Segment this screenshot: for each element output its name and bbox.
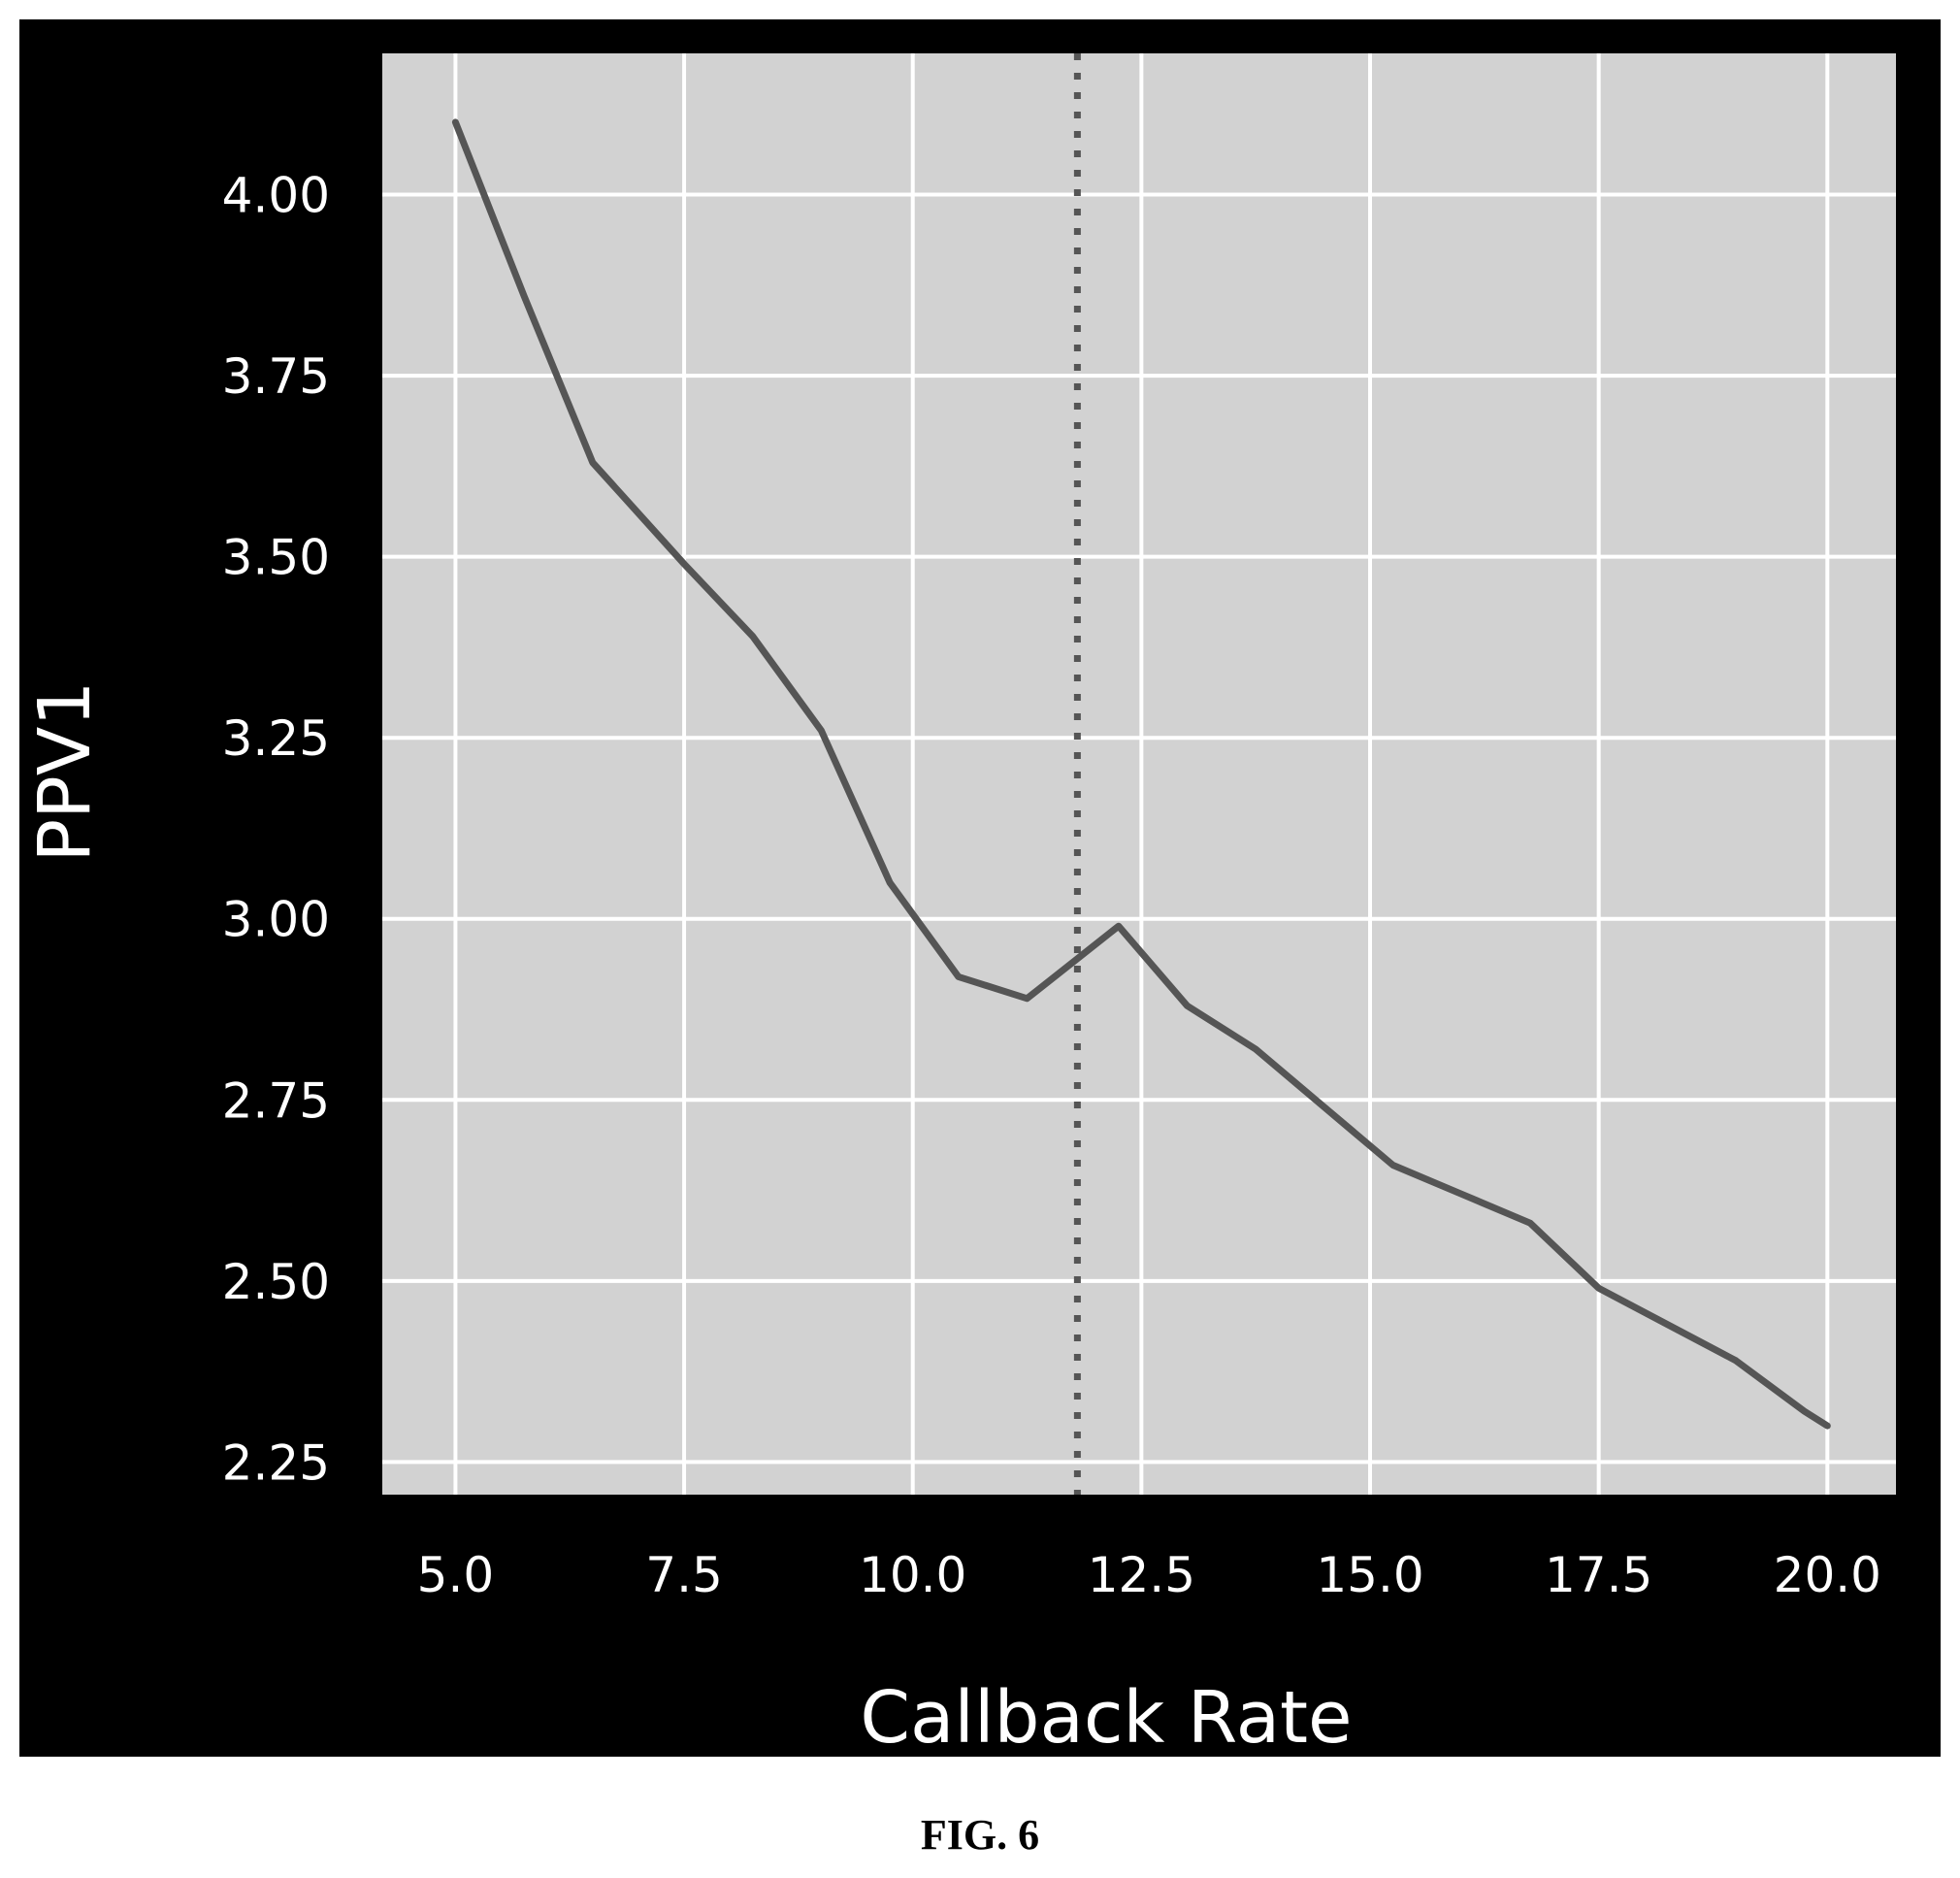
y-tick-label: 3.00 xyxy=(222,892,330,948)
x-tick-label: 12.5 xyxy=(1088,1547,1195,1603)
x-tick-label: 5.0 xyxy=(417,1547,495,1603)
series-line xyxy=(451,118,1831,1430)
y-axis-title: PPV1 xyxy=(23,681,107,863)
x-tick-label: 20.0 xyxy=(1774,1547,1881,1603)
y-tick-label: 3.25 xyxy=(222,710,330,767)
x-axis-title: Callback Rate xyxy=(860,1676,1352,1760)
y-tick-label: 4.00 xyxy=(222,168,330,224)
x-tick-label: 10.0 xyxy=(859,1547,966,1603)
y-tick-label: 2.50 xyxy=(222,1254,330,1310)
x-tick-label: 15.0 xyxy=(1316,1547,1423,1603)
figure-caption: FIG. 6 xyxy=(920,1811,1040,1859)
y-tick-label: 2.75 xyxy=(222,1072,330,1129)
y-tick-label: 3.50 xyxy=(222,530,330,586)
y-axis-ticks: 2.25 2.50 2.75 3.00 3.25 3.50 3.75 4.00 xyxy=(222,168,330,1492)
x-tick-label: 17.5 xyxy=(1545,1547,1652,1603)
x-axis-ticks: 5.0 7.5 10.0 12.5 15.0 17.5 20.0 xyxy=(417,1547,1881,1603)
grid-lines xyxy=(382,53,1896,1495)
plot-area xyxy=(382,53,1896,1495)
series-layer xyxy=(451,118,1831,1430)
y-tick-label: 2.25 xyxy=(222,1434,330,1491)
y-tick-label: 3.75 xyxy=(222,348,330,405)
x-tick-label: 7.5 xyxy=(645,1547,723,1603)
